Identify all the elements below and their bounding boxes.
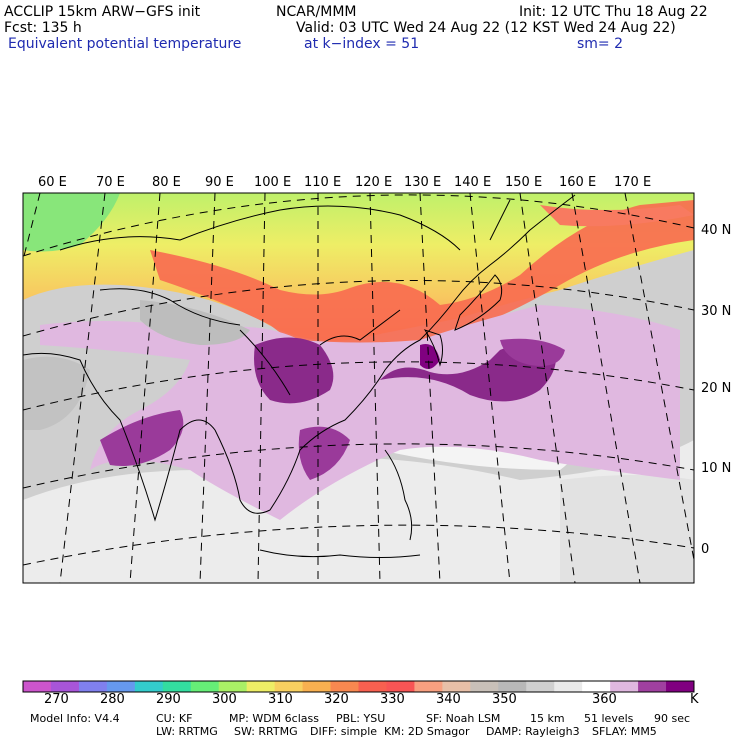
colorbar-swatch xyxy=(610,681,639,692)
colorbar-swatch xyxy=(246,681,276,692)
colorbar-swatch xyxy=(386,681,415,692)
colorbar-swatch xyxy=(302,681,332,692)
coastlines xyxy=(23,194,576,558)
colorbar-swatch xyxy=(78,681,108,692)
longitude-labels: 60 E 70 E 80 E 90 E 100 E 110 E 120 E 13… xyxy=(38,175,651,190)
lat-label: 30 N xyxy=(701,304,731,319)
lon-label: 100 E xyxy=(254,175,291,190)
smoothing-label: sm= 2 xyxy=(577,36,624,52)
lon-label: 170 E xyxy=(614,175,651,190)
footer-resolution: 15 km xyxy=(530,712,565,725)
footer-km: KM: 2D Smagor xyxy=(384,725,470,738)
lat-label: 40 N xyxy=(701,223,731,238)
colorbar-swatch xyxy=(218,681,248,692)
footer-model-info: Model Info: V4.4 xyxy=(30,712,120,725)
lon-label: 110 E xyxy=(304,175,341,190)
colorbar-swatch xyxy=(498,681,527,692)
latitude-labels: 40 N 30 N 20 N 10 N 0 xyxy=(701,223,731,557)
lat-label: 10 N xyxy=(701,461,731,476)
lon-label: 140 E xyxy=(454,175,491,190)
footer-cu: CU: KF xyxy=(156,712,193,725)
colorbar-swatch xyxy=(50,681,80,692)
colorbar-swatch xyxy=(190,681,220,692)
colorbar-swatch xyxy=(162,681,192,692)
level-label: at k−index = 51 xyxy=(304,36,420,52)
footer-lw: LW: RRTMG xyxy=(156,725,218,738)
colorbar-label: 290 xyxy=(156,692,181,707)
colorbar-swatch xyxy=(526,681,555,692)
init-time: Init: 12 UTC Thu 18 Aug 22 xyxy=(519,4,708,20)
lon-label: 160 E xyxy=(559,175,596,190)
footer-levels: 51 levels xyxy=(584,712,634,725)
colorbar-unit: K xyxy=(690,692,699,707)
footer-diff: DIFF: simple xyxy=(310,725,378,738)
valid-time: Valid: 03 UTC Wed 24 Aug 22 (12 KST Wed … xyxy=(296,20,676,36)
colorbar-labels: 270 280 290 300 310 320 330 340 350 360 xyxy=(44,692,617,707)
colorbar-swatch xyxy=(134,681,164,692)
colorbar-label: 270 xyxy=(44,692,69,707)
footer-damp: DAMP: Rayleigh3 xyxy=(486,725,580,738)
colorbar-swatch xyxy=(638,681,667,692)
model-title: ACCLIP 15km ARW−GFS init xyxy=(4,4,201,20)
colorbar-swatch xyxy=(414,681,443,692)
lat-label: 0 xyxy=(701,542,709,557)
colorbar-label: 360 xyxy=(592,692,617,707)
colorbar-swatch xyxy=(470,681,499,692)
colorbar-label: 300 xyxy=(212,692,237,707)
lon-label: 60 E xyxy=(38,175,67,190)
colorbar-swatch xyxy=(442,681,471,692)
colorbar-swatch xyxy=(666,681,695,692)
org-label: NCAR/MMM xyxy=(276,4,357,20)
footer-timestep: 90 sec xyxy=(654,712,691,725)
colorbar-label: 340 xyxy=(436,692,461,707)
lon-label: 80 E xyxy=(152,175,181,190)
lon-label: 90 E xyxy=(205,175,234,190)
forecast-hour: Fcst: 135 h xyxy=(4,20,82,36)
colorbar-label: 310 xyxy=(268,692,293,707)
footer-sflay: SFLAY: MM5 xyxy=(592,725,657,738)
field-name: Equivalent potential temperature xyxy=(8,36,242,52)
footer-sw: SW: RRTMG xyxy=(234,725,298,738)
lon-label: 150 E xyxy=(505,175,542,190)
colorbar-swatch xyxy=(106,681,136,692)
colorbar-label: 280 xyxy=(100,692,125,707)
colorbar-swatch xyxy=(23,681,52,692)
colorbar-swatch xyxy=(330,681,359,692)
theta-e-field xyxy=(23,193,694,583)
colorbar-swatch xyxy=(274,681,304,692)
colorbar-frame xyxy=(22,680,695,693)
colorbar-swatch xyxy=(554,681,583,692)
colorbar-swatch xyxy=(358,681,387,692)
footer-mp: MP: WDM 6class xyxy=(229,712,319,725)
footer-pbl: PBL: YSU xyxy=(336,712,386,725)
colorbar-swatch xyxy=(582,681,611,692)
lon-label: 120 E xyxy=(355,175,392,190)
colorbar-label: 320 xyxy=(324,692,349,707)
lat-label: 20 N xyxy=(701,381,731,396)
colorbar-label: 330 xyxy=(380,692,405,707)
lon-label: 70 E xyxy=(96,175,125,190)
colorbar-label: 350 xyxy=(492,692,517,707)
colorbar xyxy=(22,680,695,693)
lon-label: 130 E xyxy=(404,175,441,190)
graticule xyxy=(23,193,694,583)
footer-sf: SF: Noah LSM xyxy=(426,712,501,725)
map-frame xyxy=(22,192,695,584)
